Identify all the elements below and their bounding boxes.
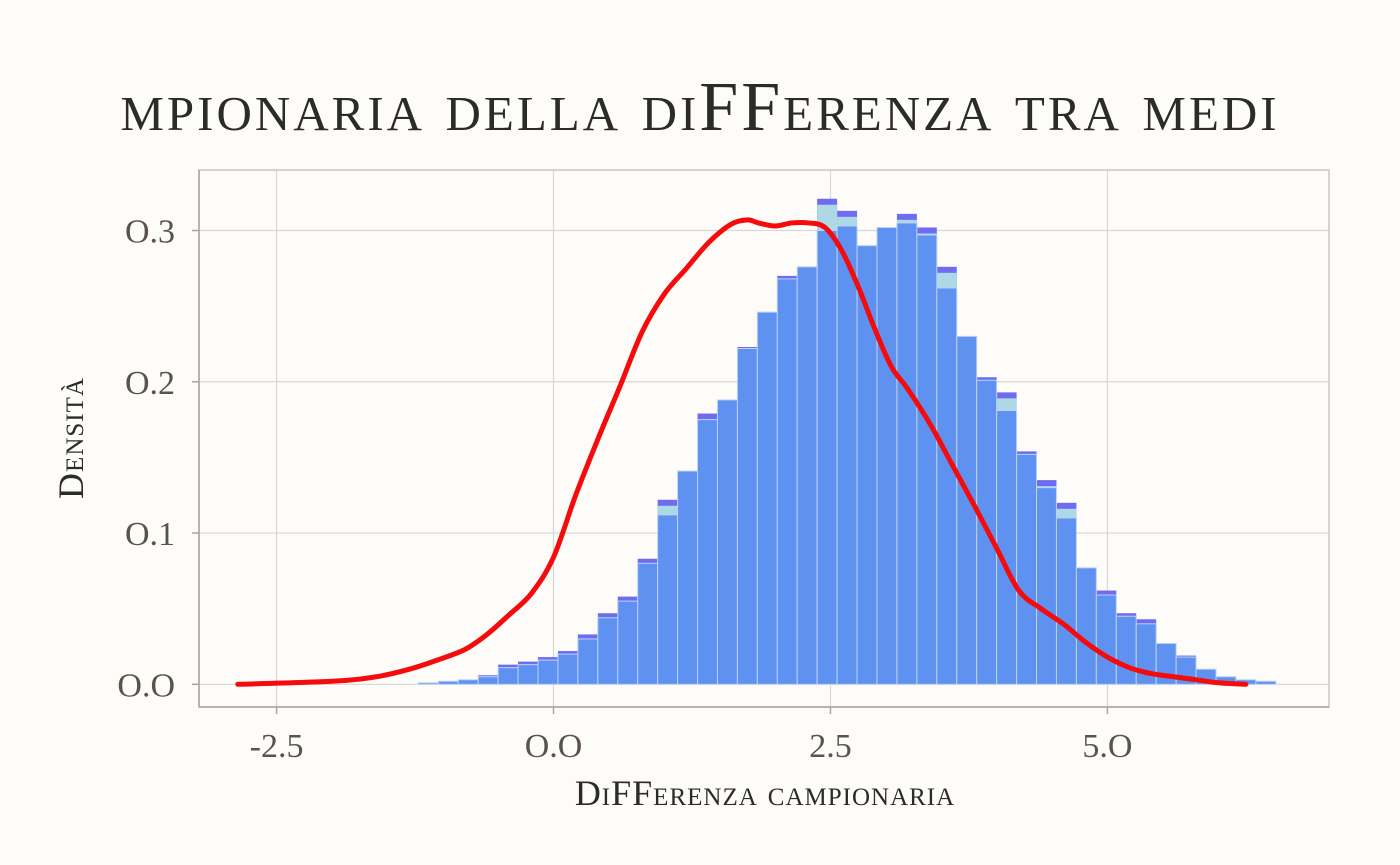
overlay-histogram-bar bbox=[736, 347, 758, 685]
overlay-histogram-bar bbox=[936, 287, 958, 685]
overlay-histogram-bar bbox=[956, 335, 978, 685]
overlay-histogram-bar bbox=[1115, 615, 1137, 685]
overlay-histogram-bar bbox=[497, 667, 519, 685]
overlay-histogram-bar bbox=[1255, 680, 1277, 685]
y-axis-label: Densità bbox=[51, 377, 91, 499]
x-tick-label: -2.5 bbox=[250, 728, 304, 765]
histogram-pale-band bbox=[916, 233, 937, 236]
overlay-histogram-bar bbox=[577, 638, 599, 685]
y-tick-label: O.1 bbox=[125, 516, 175, 553]
x-axis-label: DiFFerenza campionaria bbox=[575, 773, 955, 813]
histogram-pale-band bbox=[1036, 486, 1057, 488]
histogram-pale-band bbox=[936, 272, 957, 288]
overlay-histogram-bar bbox=[517, 664, 539, 685]
overlay-histogram-bar bbox=[437, 680, 459, 685]
overlay-histogram-bar bbox=[896, 222, 918, 685]
overlay-histogram-bar bbox=[557, 653, 579, 685]
axis-layer: -2.5 O.O 2.5 5.O O.O O.1 O.2 O.3 bbox=[117, 170, 1329, 765]
overlay-histogram-bar bbox=[477, 676, 499, 685]
histogram-pale-band bbox=[657, 505, 678, 515]
overlay-histogram-bar bbox=[537, 659, 559, 685]
overlay-histogram-bar bbox=[657, 514, 679, 685]
overlay-histogram-bar bbox=[677, 470, 699, 685]
overlay-histogram-bar bbox=[597, 617, 619, 685]
histogram-pale-band bbox=[896, 219, 917, 223]
overlay-histogram-bar bbox=[617, 600, 639, 685]
overlay-histogram-bar bbox=[816, 230, 838, 685]
overlay-histogram-bar bbox=[796, 266, 818, 685]
overlay-histogram-bar bbox=[1075, 567, 1097, 685]
overlay-histogram-bar bbox=[637, 562, 659, 685]
histogram-pale-band bbox=[996, 398, 1017, 411]
x-tick-label: 2.5 bbox=[809, 728, 852, 765]
histogram-pale-band bbox=[1056, 508, 1077, 518]
x-tick-label: 5.O bbox=[1082, 728, 1132, 765]
overlay-histogram-bar bbox=[457, 679, 479, 685]
overlay-histogram-bars bbox=[417, 222, 1277, 685]
histogram-pale-band bbox=[837, 216, 858, 226]
chart-title: mpionaria della diFFerenza tra medi bbox=[120, 69, 1279, 146]
overlay-histogram-bar bbox=[1036, 487, 1057, 685]
overlay-histogram-bar bbox=[776, 278, 798, 685]
overlay-histogram-bar bbox=[876, 226, 898, 685]
overlay-histogram-bar bbox=[1016, 453, 1038, 685]
y-tick-label: O.3 bbox=[125, 214, 175, 251]
overlay-histogram-bar bbox=[836, 225, 858, 685]
y-tick-label: O.O bbox=[117, 667, 175, 704]
overlay-histogram-bar bbox=[996, 410, 1018, 685]
overlay-histogram-bar bbox=[716, 399, 738, 685]
overlay-histogram-bar bbox=[417, 682, 439, 685]
overlay-histogram-bar bbox=[916, 234, 938, 685]
overlay-histogram-bar bbox=[1095, 594, 1117, 685]
overlay-histogram-bar bbox=[1055, 517, 1077, 685]
overlay-histogram-bar bbox=[756, 311, 778, 685]
overlay-histogram-bar bbox=[697, 419, 718, 685]
y-tick-label: O.2 bbox=[125, 365, 175, 402]
x-tick-label: O.O bbox=[525, 728, 583, 765]
density-curve bbox=[235, 217, 1249, 687]
